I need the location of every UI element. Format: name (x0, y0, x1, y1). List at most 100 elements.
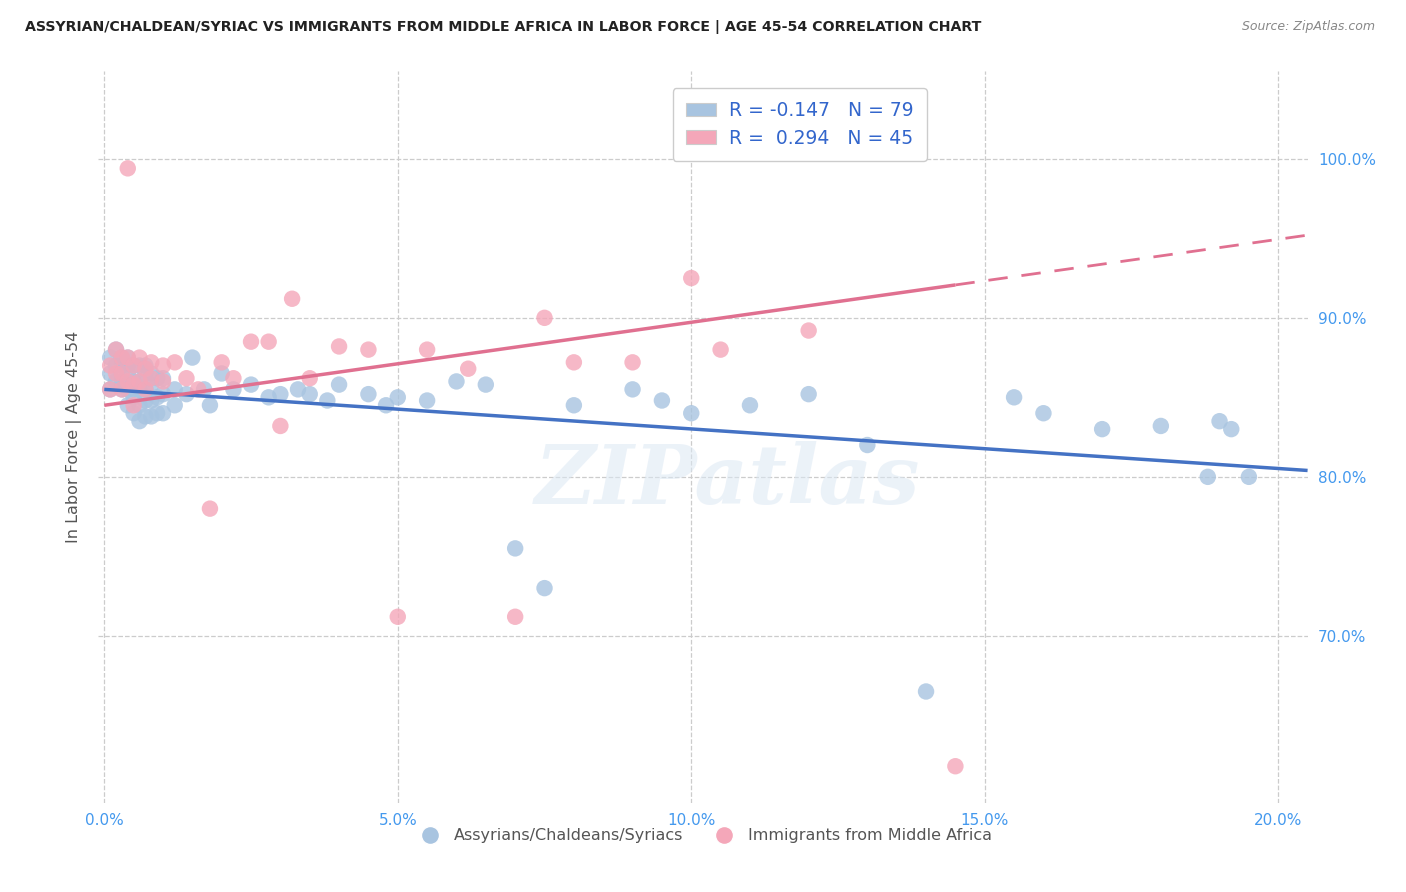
Point (122, 390, 145, 404)
Point (141, 409, 163, 424)
Point (1208, 414, 1230, 428)
Point (856, 438, 879, 452)
Point (562, 398, 585, 412)
Point (257, 334, 280, 349)
Point (797, 387, 820, 401)
Point (117, 398, 139, 412)
Point (141, 367, 163, 381)
Point (111, 367, 134, 381)
Point (152, 359, 174, 373)
Point (446, 375, 468, 389)
Point (122, 359, 145, 373)
Point (562, 355, 585, 369)
Point (287, 383, 309, 397)
Y-axis label: In Labor Force | Age 45-54: In Labor Force | Age 45-54 (66, 331, 82, 543)
Point (128, 383, 150, 397)
Point (281, 292, 304, 306)
Point (945, 759, 967, 773)
Point (533, 581, 555, 595)
Point (111, 351, 134, 365)
Point (152, 375, 174, 389)
Point (1197, 470, 1219, 484)
Point (198, 501, 221, 516)
Text: Source: ZipAtlas.com: Source: ZipAtlas.com (1241, 20, 1375, 33)
Point (141, 355, 163, 369)
Point (98, 351, 121, 365)
Point (141, 377, 163, 392)
Point (621, 383, 644, 397)
Point (1150, 419, 1173, 434)
Point (503, 541, 526, 556)
Point (416, 393, 439, 408)
Point (117, 351, 139, 365)
Point (222, 383, 245, 397)
Point (105, 367, 128, 381)
Point (475, 377, 498, 392)
Point (163, 398, 186, 412)
Point (98, 383, 121, 397)
Point (122, 375, 145, 389)
Point (122, 359, 145, 373)
Point (134, 383, 156, 397)
Point (105, 359, 128, 373)
Point (298, 371, 321, 385)
Point (621, 355, 644, 369)
Point (122, 406, 145, 420)
Point (128, 351, 150, 365)
Point (211, 367, 233, 381)
Point (176, 371, 198, 385)
Point (117, 359, 139, 373)
Point (98, 383, 121, 397)
Point (146, 390, 169, 404)
Point (503, 609, 526, 624)
Point (152, 371, 174, 385)
Point (357, 343, 380, 357)
Point (163, 355, 186, 369)
Point (134, 359, 156, 373)
Point (328, 339, 350, 353)
Point (134, 393, 156, 408)
Point (211, 355, 233, 369)
Point (176, 387, 198, 401)
Point (98, 359, 121, 373)
Point (269, 419, 291, 434)
Point (128, 398, 150, 412)
Point (117, 383, 139, 397)
Point (146, 371, 169, 385)
Point (240, 377, 263, 392)
Point (111, 375, 134, 389)
Point (117, 161, 139, 176)
Point (915, 684, 938, 698)
Point (111, 383, 134, 397)
Point (651, 393, 673, 408)
Point (111, 383, 134, 397)
Point (681, 406, 703, 420)
Point (122, 398, 145, 412)
Point (198, 398, 221, 412)
Point (387, 609, 409, 624)
Point (257, 390, 280, 404)
Point (141, 371, 163, 385)
Point (98, 367, 121, 381)
Point (738, 398, 761, 412)
Point (457, 361, 479, 376)
Point (681, 271, 703, 285)
Point (1237, 470, 1260, 484)
Point (298, 387, 321, 401)
Point (357, 387, 380, 401)
Point (128, 375, 150, 389)
Point (187, 383, 209, 397)
Point (1002, 390, 1025, 404)
Point (240, 334, 263, 349)
Point (105, 343, 128, 357)
Point (128, 375, 150, 389)
Point (1032, 406, 1054, 420)
Point (710, 343, 733, 357)
Point (134, 409, 156, 424)
Point (105, 375, 128, 389)
Point (533, 310, 555, 325)
Point (193, 383, 215, 397)
Point (117, 375, 139, 389)
Text: ZIPatlas: ZIPatlas (534, 441, 920, 521)
Text: ASSYRIAN/CHALDEAN/SYRIAC VS IMMIGRANTS FROM MIDDLE AFRICA IN LABOR FORCE | AGE 4: ASSYRIAN/CHALDEAN/SYRIAC VS IMMIGRANTS F… (25, 20, 981, 34)
